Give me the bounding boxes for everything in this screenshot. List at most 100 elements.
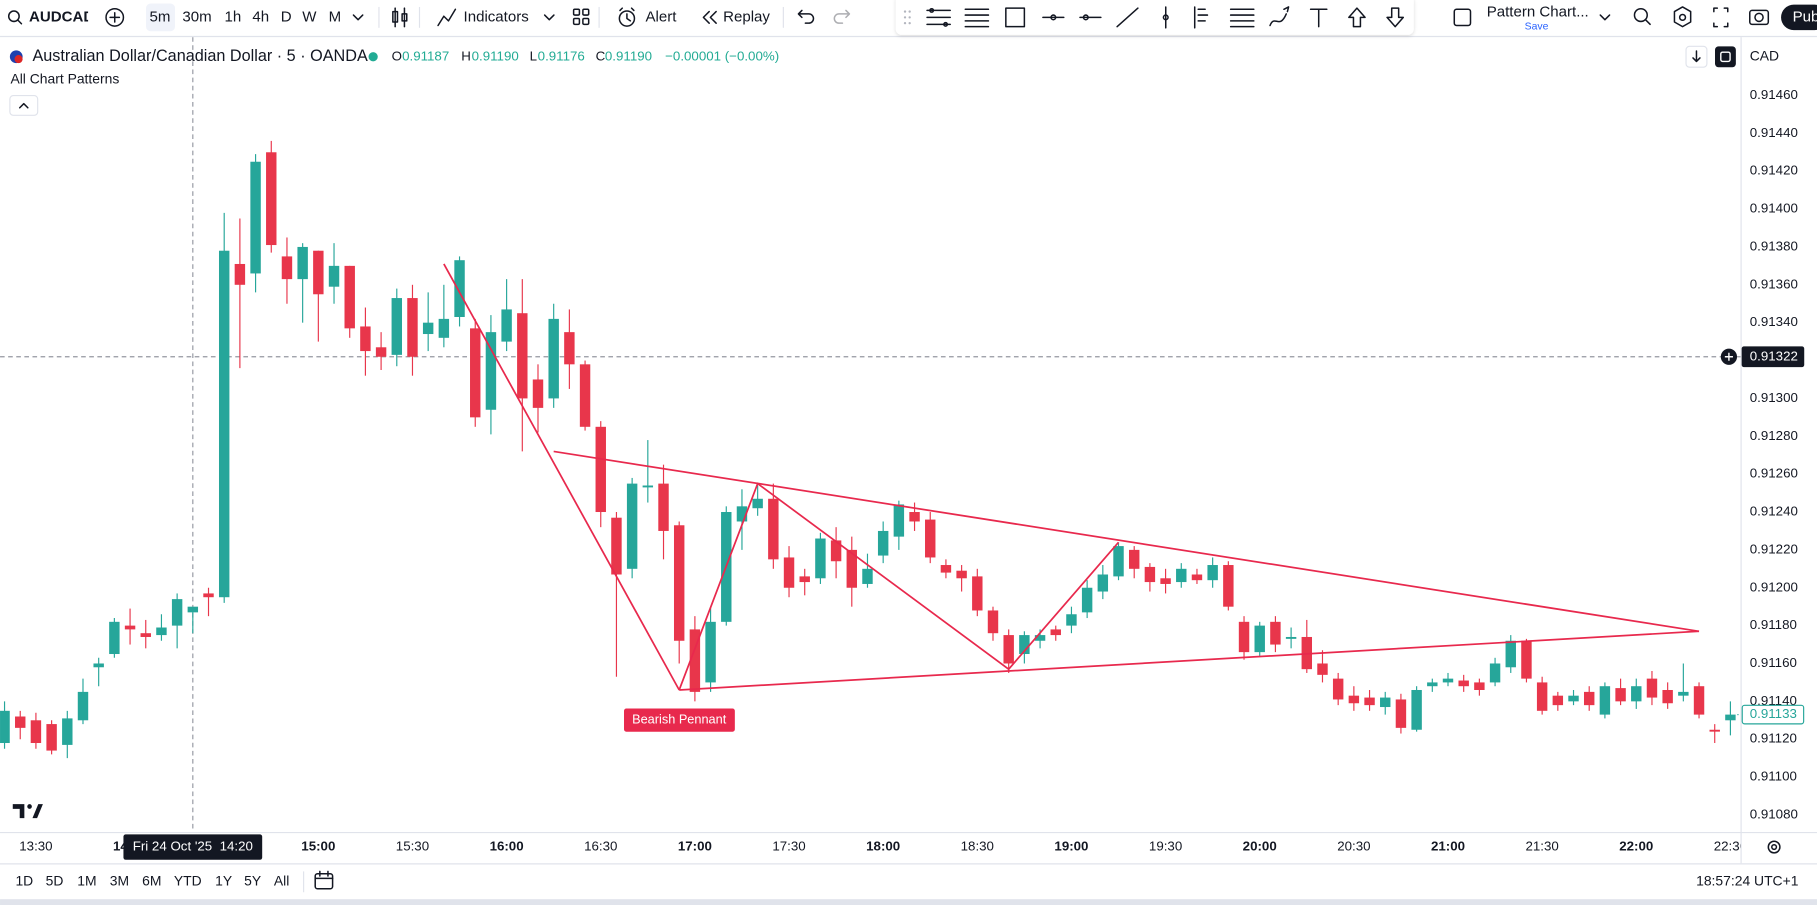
- indicators-chevron[interactable]: [543, 14, 555, 21]
- top-right-icons[interactable]: [1633, 6, 1770, 28]
- candle-body: [1395, 699, 1407, 728]
- candle: [1223, 561, 1234, 611]
- candle: [1427, 678, 1438, 692]
- candle: [281, 237, 293, 304]
- candle: [642, 440, 654, 503]
- compare-button[interactable]: [105, 7, 125, 27]
- range-button[interactable]: 1Y: [215, 872, 232, 888]
- range-button[interactable]: 5D: [46, 872, 64, 888]
- pattern-line: [443, 263, 680, 691]
- candle-body: [1285, 636, 1297, 639]
- candle: [1521, 638, 1532, 683]
- interval-button[interactable]: D: [281, 8, 292, 25]
- publish-button[interactable]: [1781, 4, 1817, 31]
- candle-body: [1144, 566, 1156, 583]
- collapse-icon[interactable]: [18, 102, 29, 109]
- y-tick-label: 0.91260: [1750, 466, 1798, 481]
- candle: [422, 292, 434, 352]
- candle: [1128, 546, 1140, 579]
- symbol[interactable]: AUDCAD: [29, 8, 94, 25]
- ohlc-label: L: [530, 48, 537, 63]
- y-tick-label: 0.91240: [1750, 504, 1798, 519]
- candle: [297, 243, 308, 323]
- redo-button[interactable]: [833, 9, 851, 24]
- y-tick-label: 0.91080: [1750, 806, 1798, 821]
- candle-body: [1646, 678, 1658, 698]
- x-tick-label: 22:00: [1619, 839, 1653, 854]
- candle: [1254, 621, 1265, 656]
- candle-body: [925, 519, 936, 558]
- chart-type-button[interactable]: [392, 7, 408, 28]
- range-button[interactable]: 5Y: [244, 872, 261, 888]
- collapse-button[interactable]: [9, 95, 39, 116]
- range-button[interactable]: YTD: [174, 872, 202, 888]
- alert-label[interactable]: Alert: [645, 8, 677, 25]
- interval-button[interactable]: 30m: [182, 8, 211, 25]
- indicators-button[interactable]: Indicators: [437, 8, 529, 27]
- settings-button[interactable]: [1767, 840, 1781, 854]
- layout-checkbox[interactable]: [1453, 8, 1472, 27]
- layout-chevron[interactable]: [1599, 14, 1611, 21]
- x-tick-label: 20:00: [1243, 839, 1277, 854]
- interval-button[interactable]: 1h: [225, 8, 242, 25]
- replay-label[interactable]: Replay: [723, 8, 770, 25]
- candle: [109, 618, 120, 658]
- candle: [124, 608, 136, 645]
- candle-body: [595, 426, 606, 513]
- candle-body: [768, 498, 779, 560]
- x-tick-label: 13:30: [19, 839, 52, 854]
- publish-label[interactable]: Pub: [1793, 8, 1817, 25]
- range-button[interactable]: 1D: [15, 872, 33, 888]
- range-button[interactable]: All: [274, 872, 289, 888]
- interval-button[interactable]: M: [329, 8, 342, 25]
- x-tick-label: 15:00: [301, 839, 335, 854]
- candle: [46, 720, 57, 755]
- undo-button[interactable]: [797, 9, 815, 24]
- interval-chevron[interactable]: [352, 14, 364, 21]
- drawing-toolbar-bg: [895, 0, 1414, 35]
- range-button[interactable]: 6M: [142, 872, 161, 888]
- candle: [1081, 580, 1093, 619]
- candle-body: [297, 246, 308, 280]
- y-tick-label: 0.91220: [1750, 541, 1798, 556]
- candle: [1599, 682, 1611, 719]
- symbol-search[interactable]: AUDCAD: [7, 8, 95, 25]
- candle: [1348, 686, 1360, 711]
- indicators-label[interactable]: Indicators: [464, 8, 529, 25]
- layouts-button[interactable]: [572, 8, 590, 26]
- candle-body: [1050, 629, 1061, 636]
- goto-date-button[interactable]: [314, 870, 334, 890]
- candle-body: [799, 576, 810, 583]
- candle-body: [454, 260, 465, 317]
- auto-scale-icon[interactable]: [1720, 51, 1731, 63]
- candle: [956, 565, 967, 592]
- y-tick-label: 0.91300: [1750, 390, 1798, 405]
- candle-body: [15, 716, 26, 728]
- drawing-tools[interactable]: [926, 6, 1405, 29]
- currency[interactable]: CAD: [1750, 47, 1779, 63]
- auto-scale-button[interactable]: [1715, 46, 1736, 68]
- range-button[interactable]: 3M: [110, 872, 129, 888]
- add-alert-icon[interactable]: [1724, 352, 1733, 361]
- candle: [1568, 689, 1579, 706]
- y-tick-label: 0.91120: [1750, 731, 1797, 746]
- symbol-flag: [14, 55, 23, 64]
- alert-button[interactable]: Alert: [618, 7, 677, 27]
- candle-body: [0, 710, 10, 744]
- candle-body: [1489, 663, 1501, 683]
- layout-name[interactable]: Pattern Chart...: [1487, 4, 1589, 21]
- candle: [1678, 663, 1689, 702]
- active-interval-bg: [146, 3, 175, 32]
- indicator-name[interactable]: All Chart Patterns: [10, 71, 119, 87]
- interval-button[interactable]: 5m: [149, 8, 170, 25]
- range-button[interactable]: 1M: [77, 872, 96, 888]
- overlays: 0.91322 Fri 24 Oct '25 14:20 0.91133: [123, 346, 1805, 860]
- replay-button[interactable]: Replay: [702, 8, 770, 25]
- candle-body: [626, 483, 638, 569]
- interval-button[interactable]: W: [302, 8, 317, 25]
- candle-body: [1254, 625, 1265, 653]
- save-label[interactable]: Save: [1525, 21, 1549, 32]
- scroll-icon[interactable]: [1692, 50, 1701, 63]
- interval-button[interactable]: 4h: [252, 8, 269, 25]
- ohlc-label: H: [461, 48, 471, 63]
